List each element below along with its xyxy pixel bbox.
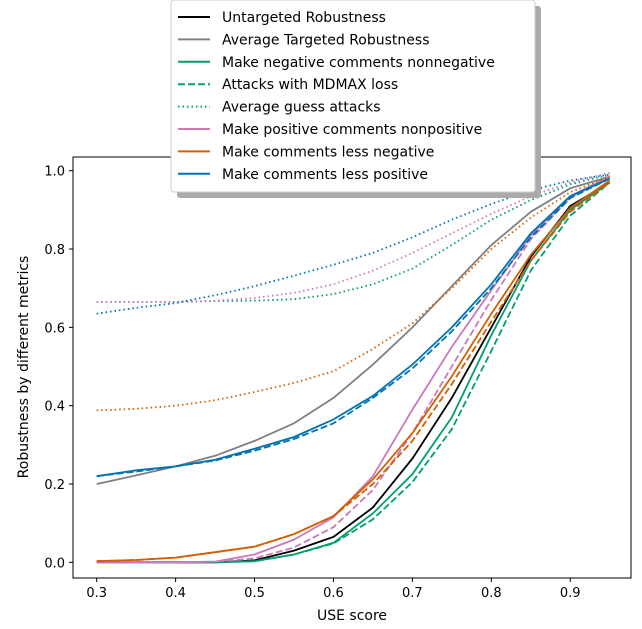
series-line-12: [96, 177, 611, 478]
y-tick-label: 0.2: [44, 478, 65, 493]
series-line-10: [96, 181, 611, 563]
y-tick-label: 1.0: [44, 165, 65, 180]
series-line-1: [96, 181, 611, 564]
y-tick-label: 0.4: [44, 400, 65, 415]
x-tick-label: 0.5: [244, 586, 265, 601]
legend-label: Attacks with MDMAX loss: [222, 77, 398, 93]
legend-label: Make comments less positive: [222, 167, 428, 183]
y-axis-label: Robustness by different metrics: [16, 256, 32, 479]
legend-box: [170, 0, 536, 193]
legend-label: Make positive comments nonpositive: [222, 122, 482, 138]
legend-label: Make comments less negative: [222, 144, 434, 160]
series-line-7: [96, 175, 611, 564]
x-tick-label: 0.7: [402, 586, 423, 601]
x-tick-label: 0.3: [86, 586, 107, 601]
x-tick-label: 0.4: [165, 586, 186, 601]
legend-label: Average guess attacks: [222, 100, 381, 116]
plot-lines: [96, 171, 611, 564]
x-axis-label: USE score: [317, 608, 387, 624]
y-tick-label: 0.8: [44, 243, 65, 258]
series-line-2: [96, 175, 610, 485]
legend-label: Untargeted Robustness: [222, 10, 386, 26]
legend-label: Average Targeted Robustness: [222, 32, 429, 48]
x-tick-label: 0.6: [323, 586, 344, 601]
series-line-3: [96, 181, 611, 564]
series-line-4: [96, 181, 611, 564]
legend-label: Make negative comments nonnegative: [222, 55, 495, 71]
y-tick-label: 0.0: [44, 556, 65, 571]
legend: Untargeted Robustness Average Targeted Ro…: [170, 0, 541, 198]
y-tick-label: 0.6: [44, 321, 65, 336]
x-tick-label: 0.9: [560, 586, 581, 601]
y-axis: 0.0 0.2 0.4 0.6 0.8 1.0: [44, 165, 73, 571]
x-tick-label: 0.8: [481, 586, 502, 601]
series-line-11: [96, 175, 611, 412]
series-line-13: [96, 177, 611, 478]
x-axis: 0.3 0.4 0.5 0.6 0.7 0.8 0.9: [86, 578, 581, 601]
series-line-5: [96, 173, 610, 303]
